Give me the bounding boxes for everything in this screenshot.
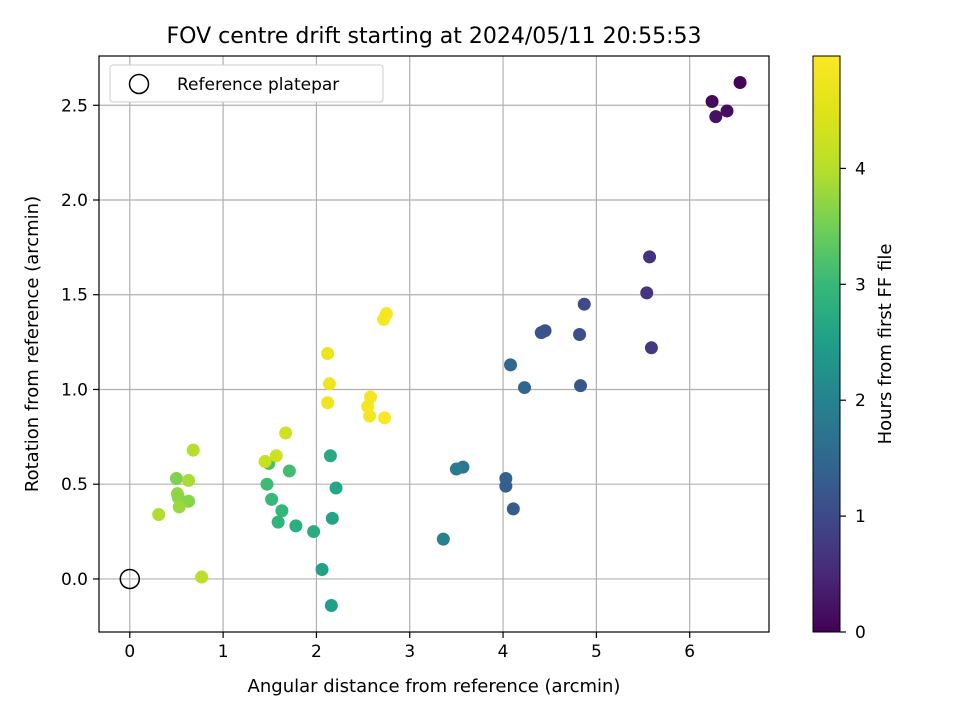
scatter-point — [504, 358, 518, 372]
scatter-point — [720, 104, 734, 118]
x-tick-label: 2 — [311, 642, 322, 662]
colorbar-tick-label: 3 — [855, 275, 866, 295]
y-axis-ticks: 0.0 0.5 1.0 1.5 2.0 2.5 — [61, 96, 99, 590]
scatter-point — [499, 479, 513, 493]
x-tick-label: 1 — [218, 642, 229, 662]
y-axis-label: Rotation from reference (arcmin) — [22, 196, 43, 492]
legend-label: Reference platepar — [177, 75, 339, 95]
scatter-point — [324, 598, 338, 612]
legend: Reference platepar — [109, 64, 384, 103]
scatter-point — [321, 396, 335, 410]
scatter-point — [171, 490, 185, 504]
scatter-point — [279, 426, 293, 440]
chart-title: FOV centre drift starting at 2024/05/11 … — [167, 24, 702, 49]
x-tick-label: 5 — [591, 642, 602, 662]
grid-lines — [99, 56, 769, 632]
colorbar-label: Hours from first FF file — [875, 244, 896, 445]
scatter-point — [377, 312, 391, 326]
scatter-point — [322, 377, 336, 391]
scatter-point — [271, 515, 285, 529]
y-tick-label: 2.5 — [61, 96, 88, 116]
scatter-point — [269, 449, 283, 463]
scatter-point — [152, 508, 166, 522]
scatter-point — [329, 481, 343, 495]
scatter-point — [323, 449, 337, 463]
plot-area-frame — [98, 55, 770, 633]
scatter-point — [182, 494, 196, 508]
scatter-point — [705, 94, 719, 108]
scatter-point — [186, 443, 200, 457]
scatter-point — [182, 473, 196, 487]
scatter-point — [449, 462, 463, 476]
scatter-point — [709, 110, 723, 124]
colorbar: 0 1 2 3 4 Hours from first FF file — [812, 55, 896, 643]
scatter-point — [172, 500, 186, 514]
scatter-point — [577, 297, 591, 311]
data-points — [152, 76, 747, 612]
x-tick-label: 0 — [124, 642, 135, 662]
y-tick-label: 0.5 — [61, 475, 88, 495]
scatter-point — [195, 570, 209, 584]
scatter-point — [363, 409, 377, 423]
scatter-point — [378, 411, 392, 425]
y-tick-label: 1.0 — [61, 380, 88, 400]
colorbar-tick-label: 1 — [855, 507, 866, 527]
scatter-point — [518, 381, 532, 395]
scatter-point — [307, 525, 321, 539]
reference-point — [119, 568, 141, 590]
reference-marker — [119, 568, 141, 590]
scatter-point — [534, 326, 548, 340]
scatter-point — [573, 328, 587, 342]
legend-box — [109, 64, 384, 103]
x-tick-label: 6 — [684, 642, 695, 662]
scatter-point — [733, 76, 747, 90]
x-axis-ticks: 0 1 2 3 4 5 6 — [124, 632, 695, 662]
scatter-point — [169, 472, 183, 486]
x-tick-label: 3 — [404, 642, 415, 662]
x-tick-label: 4 — [498, 642, 509, 662]
colorbar-tick-label: 4 — [855, 159, 866, 179]
y-tick-label: 2.0 — [61, 191, 88, 211]
scatter-point — [436, 532, 450, 546]
scatter-point — [640, 286, 654, 300]
scatter-point — [275, 504, 289, 518]
scatter-point — [315, 562, 329, 576]
x-axis-label: Angular distance from reference (arcmin) — [248, 676, 621, 697]
scatter-point — [574, 379, 588, 393]
colorbar-tick-label: 0 — [855, 623, 866, 643]
scatter-point — [265, 492, 279, 506]
colorbar-gradient — [812, 55, 841, 633]
scatter-point — [643, 250, 657, 264]
colorbar-tick-label: 2 — [855, 391, 866, 411]
y-tick-label: 0.0 — [61, 570, 88, 590]
scatter-point — [258, 454, 272, 468]
scatter-point — [321, 346, 335, 360]
scatter-point — [644, 341, 658, 355]
scatter-point — [506, 502, 520, 516]
y-tick-label: 1.5 — [61, 286, 88, 306]
scatter-point — [260, 477, 274, 491]
scatter-point — [289, 519, 303, 533]
colorbar-ticks: 0 1 2 3 4 — [840, 159, 866, 643]
legend-reference-marker — [128, 73, 150, 95]
scatter-point — [325, 511, 339, 525]
scatter-point — [282, 464, 296, 478]
